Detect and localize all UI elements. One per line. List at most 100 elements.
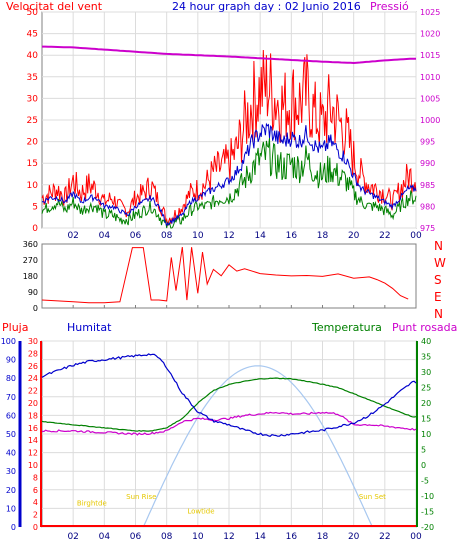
temperature-tick-label: 0 xyxy=(421,461,426,470)
climate-time-tick-label: 08 xyxy=(161,532,173,542)
temperature-tick-label: -5 xyxy=(421,477,429,486)
wind-time-tick-label: 02 xyxy=(67,231,78,241)
lowtide-label: Lowtide xyxy=(187,507,214,515)
pressure-tick-label: 1010 xyxy=(420,73,440,82)
pressure-series xyxy=(42,45,416,65)
wind-speed-tick-label: 15 xyxy=(27,159,38,169)
temperature-tick-label: 40 xyxy=(421,337,431,346)
pressure-tick-label: 1000 xyxy=(420,116,440,125)
wind-speed-tick-label: 5 xyxy=(32,202,38,212)
rain-tick-label: 0 xyxy=(33,523,38,532)
direction-tick-label: 360 xyxy=(23,240,38,249)
temperature-tick-label: 5 xyxy=(421,446,426,455)
climate-time-tick-label: 04 xyxy=(99,532,111,542)
dewpoint-series xyxy=(41,411,417,436)
wind-time-tick-label: 22 xyxy=(379,231,390,241)
wind-speed-tick-label: 30 xyxy=(27,94,39,104)
wind-time-tick-label: 18 xyxy=(317,231,329,241)
climate-time-tick-label: 22 xyxy=(379,532,390,542)
climate-time-tick-label: 06 xyxy=(130,532,142,542)
wind-time-tick-label: 04 xyxy=(99,231,111,241)
direction-tick-label: 90 xyxy=(28,288,38,297)
direction-tick-label: 270 xyxy=(23,256,38,265)
rain-tick-label: 8 xyxy=(33,473,38,482)
direction-tick-label: 180 xyxy=(23,272,38,281)
rain-legend: Pluja xyxy=(2,321,28,334)
dewpoint-legend: Punt rosada xyxy=(392,321,457,334)
graph-date-title: 24 hour graph day : 02 Junio 2016 xyxy=(172,0,361,13)
rain-tick-label: 28 xyxy=(28,349,38,358)
direction-letter-n-top: N xyxy=(434,239,443,253)
humidity-tick-label: 60 xyxy=(6,411,16,420)
rain-tick-label: 30 xyxy=(28,337,38,346)
temperature-tick-label: 15 xyxy=(421,415,431,424)
temperature-tick-label: -20 xyxy=(421,523,434,532)
pressure-tick-label: 990 xyxy=(420,159,435,168)
wind-time-tick-label: 06 xyxy=(130,231,142,241)
temperature-legend: Temperatura xyxy=(311,321,382,334)
rain-tick-label: 20 xyxy=(28,399,38,408)
climate-time-tick-label: 14 xyxy=(254,532,266,542)
climate-time-tick-label: 16 xyxy=(286,532,298,542)
rain-tick-label: 6 xyxy=(33,486,38,495)
humidity-tick-label: 70 xyxy=(6,393,16,402)
temperature-tick-label: 35 xyxy=(421,353,431,362)
rain-tick-label: 2 xyxy=(33,511,38,520)
direction-letter-w: W xyxy=(434,256,446,270)
rain-tick-label: 26 xyxy=(28,362,38,371)
humidity-tick-label: 0 xyxy=(11,523,16,532)
solar-curve xyxy=(142,365,373,528)
wind-direction-panel-frame xyxy=(41,243,417,309)
direction-letter-s: S xyxy=(434,273,442,287)
data-series: Sun Rise Sun Set Birghtde Lowtide xyxy=(41,45,417,528)
rain-tick-label: 22 xyxy=(28,387,38,396)
rain-tick-label: 14 xyxy=(28,436,38,445)
direction-tick-label: 0 xyxy=(33,304,38,313)
rain-tick-label: 10 xyxy=(28,461,38,470)
climate-time-tick-label: 10 xyxy=(192,532,204,542)
sunrise-label: Sun Rise xyxy=(126,493,156,501)
wind-speed-tick-label: 0 xyxy=(32,224,38,234)
temperature-tick-label: -15 xyxy=(421,508,434,517)
brightness-label: Birghtde xyxy=(77,499,107,507)
wind-speed-tick-label: 45 xyxy=(27,30,38,40)
pressure-tick-label: 985 xyxy=(420,181,435,190)
humidity-legend: Humitat xyxy=(67,321,112,334)
rain-tick-label: 18 xyxy=(28,411,38,420)
humidity-tick-label: 100 xyxy=(1,337,16,346)
temperature-series xyxy=(41,377,417,432)
wind-gust-series xyxy=(41,49,417,226)
wind-speed-tick-label: 25 xyxy=(27,116,38,126)
wind-speed-tick-label: 50 xyxy=(27,8,39,18)
climate-time-tick-label: 02 xyxy=(67,532,78,542)
wind-time-tick-label: 12 xyxy=(223,231,234,241)
humidity-tick-label: 80 xyxy=(6,374,16,383)
rain-tick-label: 4 xyxy=(33,498,38,507)
pressure-tick-label: 1005 xyxy=(420,94,440,103)
pressure-tick-label: 1020 xyxy=(420,30,440,39)
rain-tick-label: 12 xyxy=(28,449,38,458)
wind-time-tick-label: 10 xyxy=(192,231,204,241)
wind-speed-tick-label: 40 xyxy=(27,51,39,61)
climate-time-tick-label: 20 xyxy=(348,532,360,542)
temperature-tick-label: 25 xyxy=(421,384,431,393)
wind-speed-tick-label: 35 xyxy=(27,73,38,83)
pressure-title: Pressió xyxy=(370,0,409,13)
humidity-tick-label: 20 xyxy=(6,486,16,495)
rain-tick-label: 16 xyxy=(28,424,38,433)
pressure-tick-label: 975 xyxy=(420,224,435,233)
humidity-tick-label: 40 xyxy=(6,449,16,458)
tick-labels: 0510152025303540455097598098599099510001… xyxy=(1,8,441,542)
wind-time-tick-label: 14 xyxy=(254,231,266,241)
temperature-tick-label: -10 xyxy=(421,492,434,501)
direction-letter-e: E xyxy=(434,290,442,304)
humidity-tick-label: 10 xyxy=(6,504,16,513)
wind-time-tick-label: 16 xyxy=(286,231,298,241)
pressure-tick-label: 1015 xyxy=(420,51,440,60)
pressure-tick-label: 995 xyxy=(420,138,435,147)
wind-time-tick-label: 20 xyxy=(348,231,360,241)
wind-speed-tick-label: 10 xyxy=(27,181,39,191)
sunset-label: Sun Set xyxy=(359,493,386,501)
